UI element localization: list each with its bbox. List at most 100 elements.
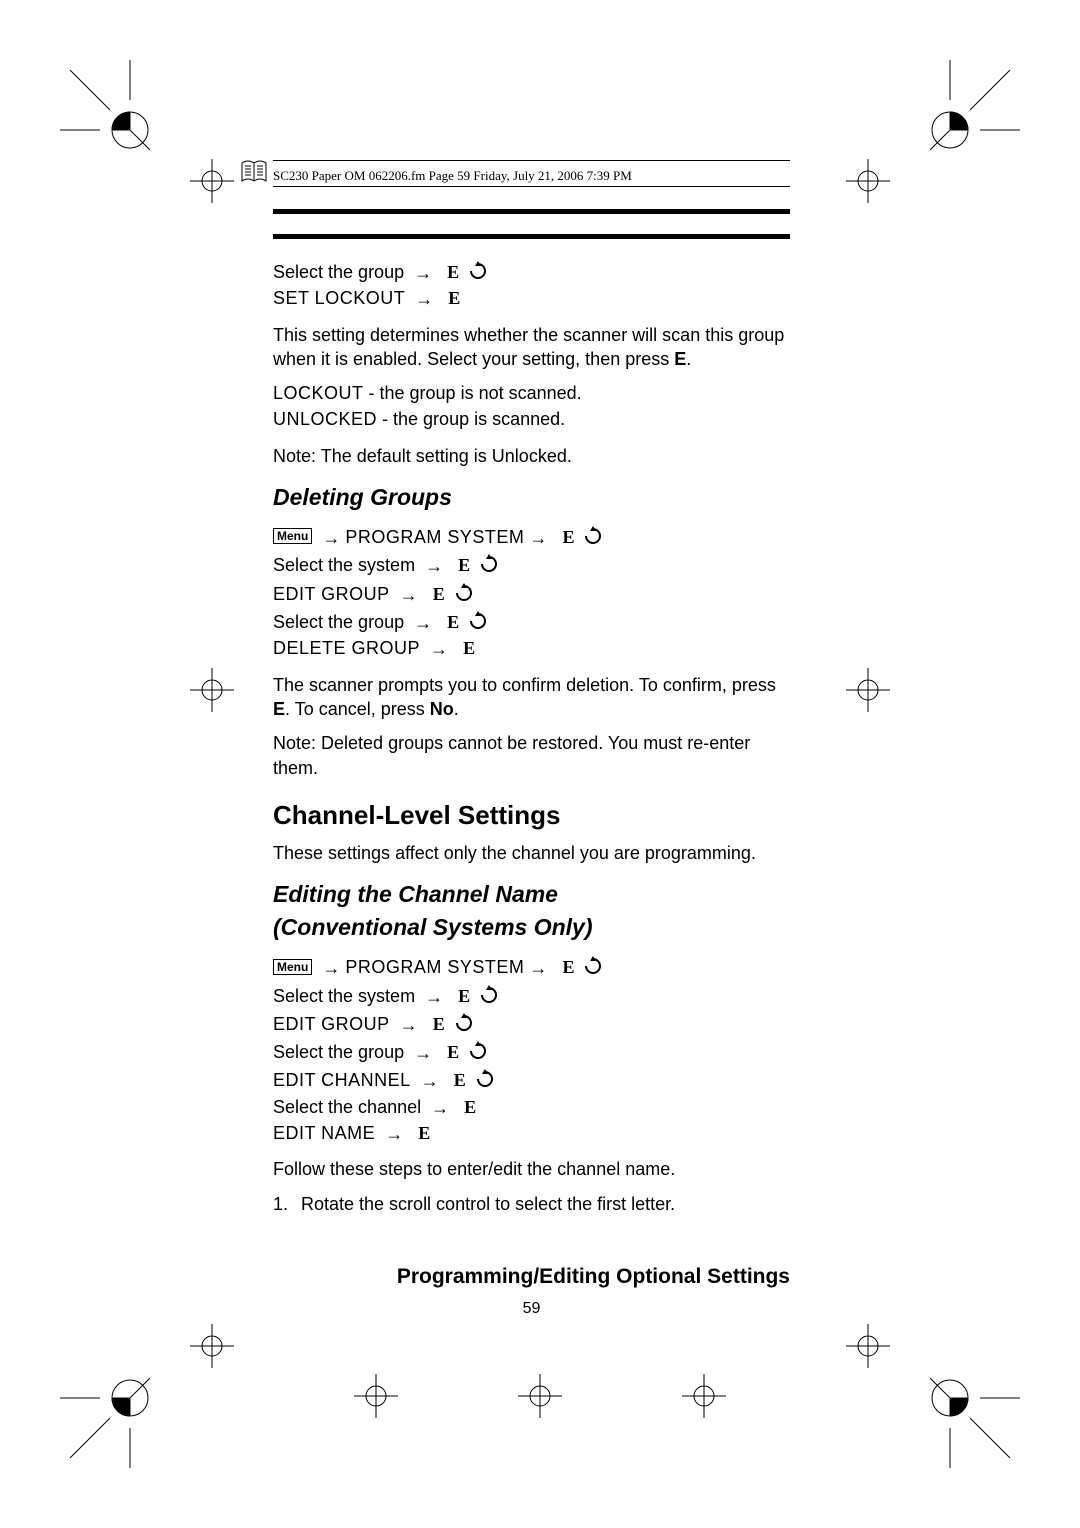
- para-channel-desc: These settings affect only the channel y…: [273, 841, 790, 865]
- rotate-icon: [583, 526, 603, 552]
- text-select-channel: Select the channel: [273, 1097, 421, 1117]
- arrow-icon: →: [430, 639, 448, 659]
- rotate-icon: [583, 956, 603, 982]
- arrow-icon: →: [425, 987, 443, 1007]
- lcd-set-lockout: SET LOCKOUT: [273, 288, 405, 308]
- text-select-system: Select the system: [273, 986, 415, 1006]
- lcd-edit-group: EDIT GROUP: [273, 584, 390, 604]
- arrow-icon: →: [529, 958, 547, 978]
- e-key: E: [454, 1070, 466, 1090]
- arrow-icon: →: [414, 1043, 432, 1063]
- reg-cross-7: [354, 1374, 398, 1418]
- text-confirm-1: The scanner prompts you to confirm delet…: [273, 675, 776, 695]
- rule-2: [273, 234, 790, 239]
- text-setting-desc: This setting determines whether the scan…: [273, 325, 784, 369]
- heading-editing-name-1: Editing the Channel Name: [273, 879, 790, 910]
- e-key: E: [447, 612, 459, 632]
- note-deleted: Note: Deleted groups cannot be restored.…: [273, 731, 790, 780]
- arrow-icon: →: [529, 528, 547, 548]
- lcd-lockout: LOCKOUT: [273, 383, 364, 403]
- e-key-bold: E: [273, 699, 285, 719]
- reg-cross-8: [518, 1374, 562, 1418]
- heading-channel-level: Channel-Level Settings: [273, 798, 790, 833]
- note-default: Note: The default setting is Unlocked.: [273, 444, 790, 468]
- arrow-icon: →: [431, 1098, 449, 1118]
- text-select-system: Select the system: [273, 555, 415, 575]
- heading-deleting-groups: Deleting Groups: [273, 482, 790, 513]
- seq-select-channel: Select the channel → E: [273, 1095, 790, 1119]
- seq-set-lockout: SET LOCKOUT → E: [273, 286, 790, 310]
- footer-section-title: Programming/Editing Optional Settings: [273, 1265, 790, 1289]
- framemaker-header: SC230 Paper OM 062206.fm Page 59 Friday,…: [273, 168, 632, 184]
- reg-cross-1: [190, 159, 234, 203]
- rotate-icon: [475, 1069, 495, 1095]
- lcd-edit-name: EDIT NAME: [273, 1123, 375, 1143]
- text-unlocked-desc: - the group is scanned.: [377, 409, 565, 429]
- seq-select-system-1: Select the system → E: [273, 551, 790, 577]
- reg-corner-tl: [60, 60, 150, 150]
- e-key: E: [463, 638, 475, 658]
- arrow-icon: →: [322, 528, 340, 548]
- reg-cross-6: [846, 1324, 890, 1368]
- e-key-bold: E: [674, 349, 686, 369]
- seq-edit-group-1: EDIT GROUP → E: [273, 580, 790, 606]
- e-key: E: [448, 288, 460, 308]
- text-confirm-2: . To cancel, press: [285, 699, 430, 719]
- seq-menu-program-1: Menu → PROGRAM SYSTEM → E: [273, 523, 790, 549]
- book-icon: [238, 155, 270, 187]
- rotate-icon: [454, 1013, 474, 1039]
- reg-corner-br: [930, 1378, 1020, 1468]
- line-unlocked: UNLOCKED - the group is scanned.: [273, 407, 790, 431]
- no-key-bold: No: [430, 699, 454, 719]
- lcd-delete-group: DELETE GROUP: [273, 638, 420, 658]
- lcd-edit-channel: EDIT CHANNEL: [273, 1070, 411, 1090]
- rotate-icon: [479, 554, 499, 580]
- seq-menu-program-2: Menu → PROGRAM SYSTEM → E: [273, 953, 790, 979]
- e-key: E: [418, 1123, 430, 1143]
- text-period: .: [686, 349, 691, 369]
- page-number: 59: [273, 1300, 790, 1318]
- arrow-icon: →: [414, 263, 432, 283]
- rotate-icon: [468, 1041, 488, 1067]
- seq-select-group-1: Select the group → E: [273, 258, 790, 284]
- reg-cross-2: [846, 159, 890, 203]
- arrow-icon: →: [400, 585, 418, 605]
- rotate-icon: [454, 583, 474, 609]
- text-select-group: Select the group: [273, 612, 404, 632]
- step-1-text: Rotate the scroll control to select the …: [301, 1192, 675, 1216]
- e-key: E: [562, 957, 574, 977]
- lcd-unlocked: UNLOCKED: [273, 409, 377, 429]
- e-key: E: [447, 1042, 459, 1062]
- e-key: E: [464, 1097, 476, 1117]
- header-line-bottom: [273, 186, 790, 187]
- reg-cross-4: [846, 668, 890, 712]
- para-confirm-delete: The scanner prompts you to confirm delet…: [273, 673, 790, 722]
- menu-key: Menu: [273, 959, 312, 975]
- rotate-icon: [479, 985, 499, 1011]
- arrow-icon: →: [322, 958, 340, 978]
- step-1: 1. Rotate the scroll control to select t…: [273, 1192, 790, 1216]
- arrow-icon: →: [415, 289, 433, 309]
- lcd-program-system: PROGRAM SYSTEM: [345, 957, 524, 977]
- reg-cross-5: [190, 1324, 234, 1368]
- lcd-program-system: PROGRAM SYSTEM: [345, 527, 524, 547]
- arrow-icon: →: [425, 556, 443, 576]
- reg-cross-3: [190, 668, 234, 712]
- page-content: Select the group → E SET LOCKOUT → E Thi…: [273, 258, 790, 1216]
- text-confirm-3: .: [454, 699, 459, 719]
- heading-editing-name-2: (Conventional Systems Only): [273, 912, 790, 943]
- seq-edit-group-2: EDIT GROUP → E: [273, 1010, 790, 1036]
- seq-edit-channel: EDIT CHANNEL → E: [273, 1066, 790, 1092]
- text-select-group: Select the group: [273, 262, 404, 282]
- seq-select-group-2: Select the group → E: [273, 608, 790, 634]
- arrow-icon: →: [421, 1071, 439, 1091]
- text-select-group: Select the group: [273, 1042, 404, 1062]
- e-key: E: [562, 527, 574, 547]
- step-1-num: 1.: [273, 1192, 301, 1216]
- rule-1: [273, 209, 790, 214]
- e-key: E: [447, 262, 459, 282]
- para-follow-steps: Follow these steps to enter/edit the cha…: [273, 1157, 790, 1181]
- header-line-top: [273, 160, 790, 161]
- e-key: E: [433, 1014, 445, 1034]
- e-key: E: [458, 555, 470, 575]
